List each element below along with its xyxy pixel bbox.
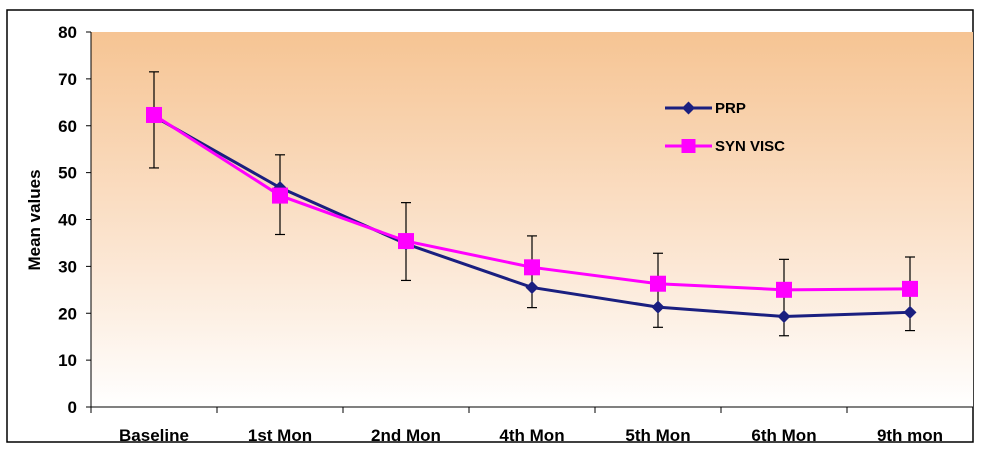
y-tick-label: 20	[58, 304, 77, 323]
y-tick-label: 40	[58, 211, 77, 230]
diamond-marker	[682, 101, 695, 115]
y-tick-label: 80	[58, 23, 77, 42]
y-tick-label: 50	[58, 164, 77, 183]
square-marker	[650, 275, 666, 292]
y-tick-label: 10	[58, 351, 77, 370]
x-tick-label: 4th Mon	[499, 426, 564, 445]
legend: PRP SYN VISC	[665, 100, 785, 155]
x-tick-label: 1st Mon	[248, 426, 312, 445]
y-tick-label: 60	[58, 117, 77, 136]
square-marker	[902, 280, 918, 297]
square-marker	[272, 187, 288, 204]
square-marker	[146, 106, 162, 123]
square-marker	[776, 281, 792, 298]
diamond-marker	[777, 310, 791, 324]
y-axis-title: Mean values	[25, 169, 44, 270]
square-marker	[398, 233, 414, 250]
legend-label: PRP	[715, 100, 746, 117]
y-tick-label: 0	[68, 398, 77, 417]
x-tick-label: 6th Mon	[751, 426, 816, 445]
legend-label: SYN VISC	[715, 138, 785, 155]
diamond-marker	[525, 280, 539, 294]
y-tick-label: 70	[58, 70, 77, 89]
x-tick-label: 2nd Mon	[371, 426, 441, 445]
y-tick-label: 30	[58, 257, 77, 276]
plot-area-background	[91, 32, 973, 407]
x-tick-label: 5th Mon	[625, 426, 690, 445]
x-tick-label: Baseline	[119, 426, 189, 445]
axes: 0 10 20 30 40 50 60 70 80 Baseline 1st Mon 2nd Mon 4…	[58, 23, 974, 445]
square-marker	[524, 259, 540, 276]
x-tick-label: 9th mon	[877, 426, 943, 445]
series-markers	[146, 106, 918, 324]
square-marker	[681, 139, 696, 153]
diamond-marker	[903, 305, 917, 319]
diamond-marker	[651, 300, 665, 314]
